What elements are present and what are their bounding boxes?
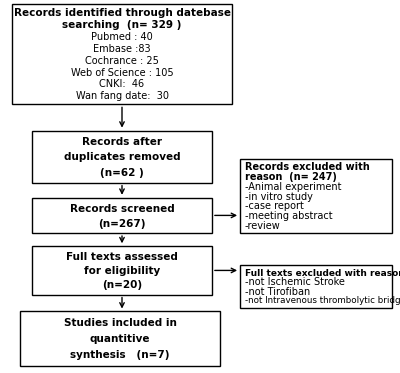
Text: duplicates removed: duplicates removed	[64, 153, 180, 162]
Text: -review: -review	[245, 221, 280, 231]
Text: (n=62 ): (n=62 )	[100, 168, 144, 178]
Text: searching  (n= 329 ): searching (n= 329 )	[62, 20, 182, 30]
Text: CNKI:  46: CNKI: 46	[100, 79, 144, 90]
Text: Pubmed : 40: Pubmed : 40	[91, 32, 153, 42]
FancyBboxPatch shape	[32, 131, 212, 183]
Text: -not Tirofiban: -not Tirofiban	[245, 286, 310, 297]
Text: Full texts assessed: Full texts assessed	[66, 252, 178, 262]
Text: reason  (n= 247): reason (n= 247)	[245, 172, 337, 182]
Text: Records excluded with: Records excluded with	[245, 162, 370, 172]
Text: Wan fang date:  30: Wan fang date: 30	[76, 91, 168, 101]
Text: (n=20): (n=20)	[102, 280, 142, 290]
Text: Records after: Records after	[82, 137, 162, 147]
Text: for eligibility: for eligibility	[84, 266, 160, 276]
Text: Studies included in: Studies included in	[64, 318, 176, 328]
FancyBboxPatch shape	[240, 159, 392, 233]
Text: -not Ischemic Stroke: -not Ischemic Stroke	[245, 278, 345, 288]
Text: Records screened: Records screened	[70, 204, 174, 214]
FancyBboxPatch shape	[32, 198, 212, 233]
FancyBboxPatch shape	[32, 246, 212, 295]
FancyBboxPatch shape	[20, 311, 220, 366]
Text: Web of Science : 105: Web of Science : 105	[71, 68, 173, 78]
Text: -in vitro study: -in vitro study	[245, 192, 313, 201]
Text: quantitive: quantitive	[90, 334, 150, 344]
Text: Cochrance : 25: Cochrance : 25	[85, 56, 159, 66]
FancyBboxPatch shape	[240, 265, 392, 308]
Text: (n=267): (n=267)	[98, 219, 146, 229]
Text: synthesis   (n=7): synthesis (n=7)	[70, 350, 170, 360]
Text: -case report: -case report	[245, 201, 304, 211]
Text: -Animal experiment: -Animal experiment	[245, 182, 341, 192]
FancyBboxPatch shape	[12, 4, 232, 104]
Text: Embase :83: Embase :83	[93, 44, 151, 54]
Text: Records identified through datebase: Records identified through datebase	[14, 8, 230, 18]
Text: -meeting abstract: -meeting abstract	[245, 211, 332, 221]
Text: -not Intravenous thrombolytic bridging therapy: -not Intravenous thrombolytic bridging t…	[245, 297, 400, 305]
Text: Full texts excluded with reasons   (n= 13 ): Full texts excluded with reasons (n= 13 …	[245, 269, 400, 278]
